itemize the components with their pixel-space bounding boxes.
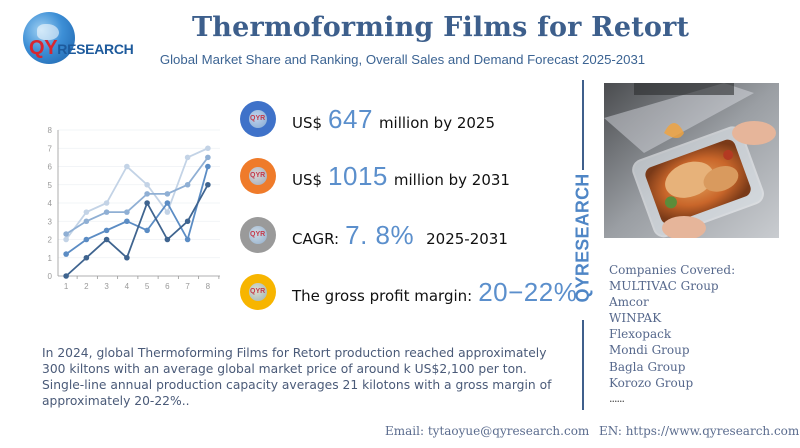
svg-text:0: 0 bbox=[48, 272, 53, 281]
svg-text:1: 1 bbox=[48, 254, 53, 263]
stat-value: 647 bbox=[328, 103, 373, 134]
qyr-globe-blue-icon: QYR bbox=[240, 101, 276, 137]
qyr-globe-yellow-icon: QYR bbox=[240, 274, 276, 310]
svg-text:5: 5 bbox=[145, 282, 150, 291]
vertical-divider-top bbox=[582, 80, 584, 170]
market-description: In 2024, global Thermoforming Films for … bbox=[42, 346, 552, 408]
qyr-globe-gray-icon: QYR bbox=[240, 217, 276, 253]
svg-text:2: 2 bbox=[84, 282, 89, 291]
logo-wordmark: QYRESEARCH bbox=[29, 37, 134, 59]
stat-value: 1015 bbox=[328, 160, 388, 191]
vertical-brand-label: QYRESEARCH bbox=[572, 173, 593, 303]
company-item: Korozo Group bbox=[609, 375, 694, 390]
companies-more: ...... bbox=[609, 391, 625, 405]
svg-text:4: 4 bbox=[125, 282, 130, 291]
vertical-divider-bottom bbox=[582, 320, 584, 410]
svg-text:7: 7 bbox=[185, 282, 190, 291]
page-title: Thermoforming Films for Retort bbox=[192, 12, 690, 43]
stat-value: 20−22% bbox=[478, 276, 578, 307]
qyr-globe-orange-icon: QYR bbox=[240, 158, 276, 194]
company-item: Mondi Group bbox=[609, 343, 690, 358]
svg-text:6: 6 bbox=[48, 163, 53, 172]
footer-email: Email: tytaoyue@qyresearch.com bbox=[385, 424, 590, 438]
stat-market-2025: QYR US$ 647 million by 2025 bbox=[240, 99, 495, 139]
stat-cagr: QYR CAGR: 7. 8% 2025-2031 bbox=[240, 215, 508, 255]
stat-market-2031: QYR US$ 1015 million by 2031 bbox=[240, 156, 510, 196]
qyresearch-logo: QYRESEARCH bbox=[20, 10, 150, 70]
svg-text:1: 1 bbox=[64, 282, 69, 291]
company-item: MULTIVAC Group bbox=[609, 279, 719, 294]
svg-text:8: 8 bbox=[206, 282, 211, 291]
svg-text:2: 2 bbox=[48, 236, 53, 245]
page-subtitle: Global Market Share and Ranking, Overall… bbox=[159, 52, 646, 67]
svg-text:8: 8 bbox=[48, 126, 53, 135]
website-link[interactable]: https://www.qyresearch.com bbox=[625, 424, 800, 438]
svg-text:7: 7 bbox=[48, 144, 53, 153]
stat-gross-margin: QYR The gross profit margin: 20−22% bbox=[240, 272, 583, 312]
globe-icon bbox=[23, 12, 75, 64]
svg-text:5: 5 bbox=[48, 181, 53, 190]
company-item: Flexopack bbox=[609, 327, 672, 342]
footer-website: EN: https://www.qyresearch.com bbox=[599, 424, 800, 438]
company-item: Bagla Group bbox=[609, 359, 686, 374]
company-item: WINPAK bbox=[609, 311, 662, 326]
line-chart: 0 1 2 3 4 5 6 7 8 1 2 3 4 5 6 7 8 bbox=[48, 126, 220, 291]
svg-text:4: 4 bbox=[48, 199, 53, 208]
svg-text:3: 3 bbox=[48, 217, 53, 226]
companies-heading: Companies Covered: bbox=[609, 263, 736, 277]
svg-text:6: 6 bbox=[165, 282, 170, 291]
product-photo bbox=[604, 83, 779, 238]
company-item: Amcor bbox=[609, 295, 649, 310]
email-link[interactable]: tytaoyue@qyresearch.com bbox=[427, 424, 590, 438]
svg-text:3: 3 bbox=[104, 282, 109, 291]
stat-value: 7. 8% bbox=[345, 219, 415, 250]
companies-list: Companies Covered: MULTIVAC Group Amcor … bbox=[609, 262, 735, 407]
